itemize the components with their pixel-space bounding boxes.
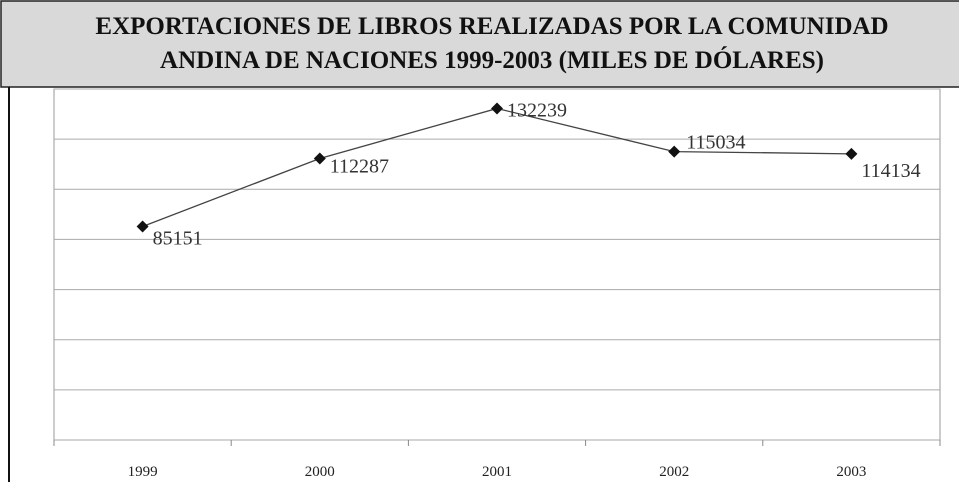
plot-area bbox=[53, 88, 941, 441]
marker bbox=[313, 152, 326, 165]
data-label: 114134 bbox=[861, 160, 920, 182]
line bbox=[142, 107, 852, 228]
data-label: 115034 bbox=[686, 132, 745, 154]
data-label: 85151 bbox=[153, 228, 203, 250]
x-tick-label: 2000 bbox=[305, 464, 335, 480]
x-tick-label: 1999 bbox=[128, 464, 158, 480]
chart-title: EXPORTACIONES DE LIBROS REALIZADAS POR L… bbox=[95, 13, 888, 40]
marker bbox=[845, 147, 858, 160]
data-label: 112287 bbox=[330, 155, 389, 177]
marker bbox=[491, 102, 503, 115]
chart-title: ANDINA DE NACIONES 1999-2003 (MILES DE D… bbox=[160, 46, 824, 74]
marker bbox=[136, 220, 149, 233]
data-label: 132239 bbox=[507, 99, 567, 121]
marker bbox=[668, 145, 681, 158]
x-tick-label: 2001 bbox=[482, 464, 512, 480]
title-box bbox=[0, 0, 959, 88]
x-tick-label: 2002 bbox=[659, 464, 689, 480]
x-tick-label: 2003 bbox=[836, 464, 866, 480]
